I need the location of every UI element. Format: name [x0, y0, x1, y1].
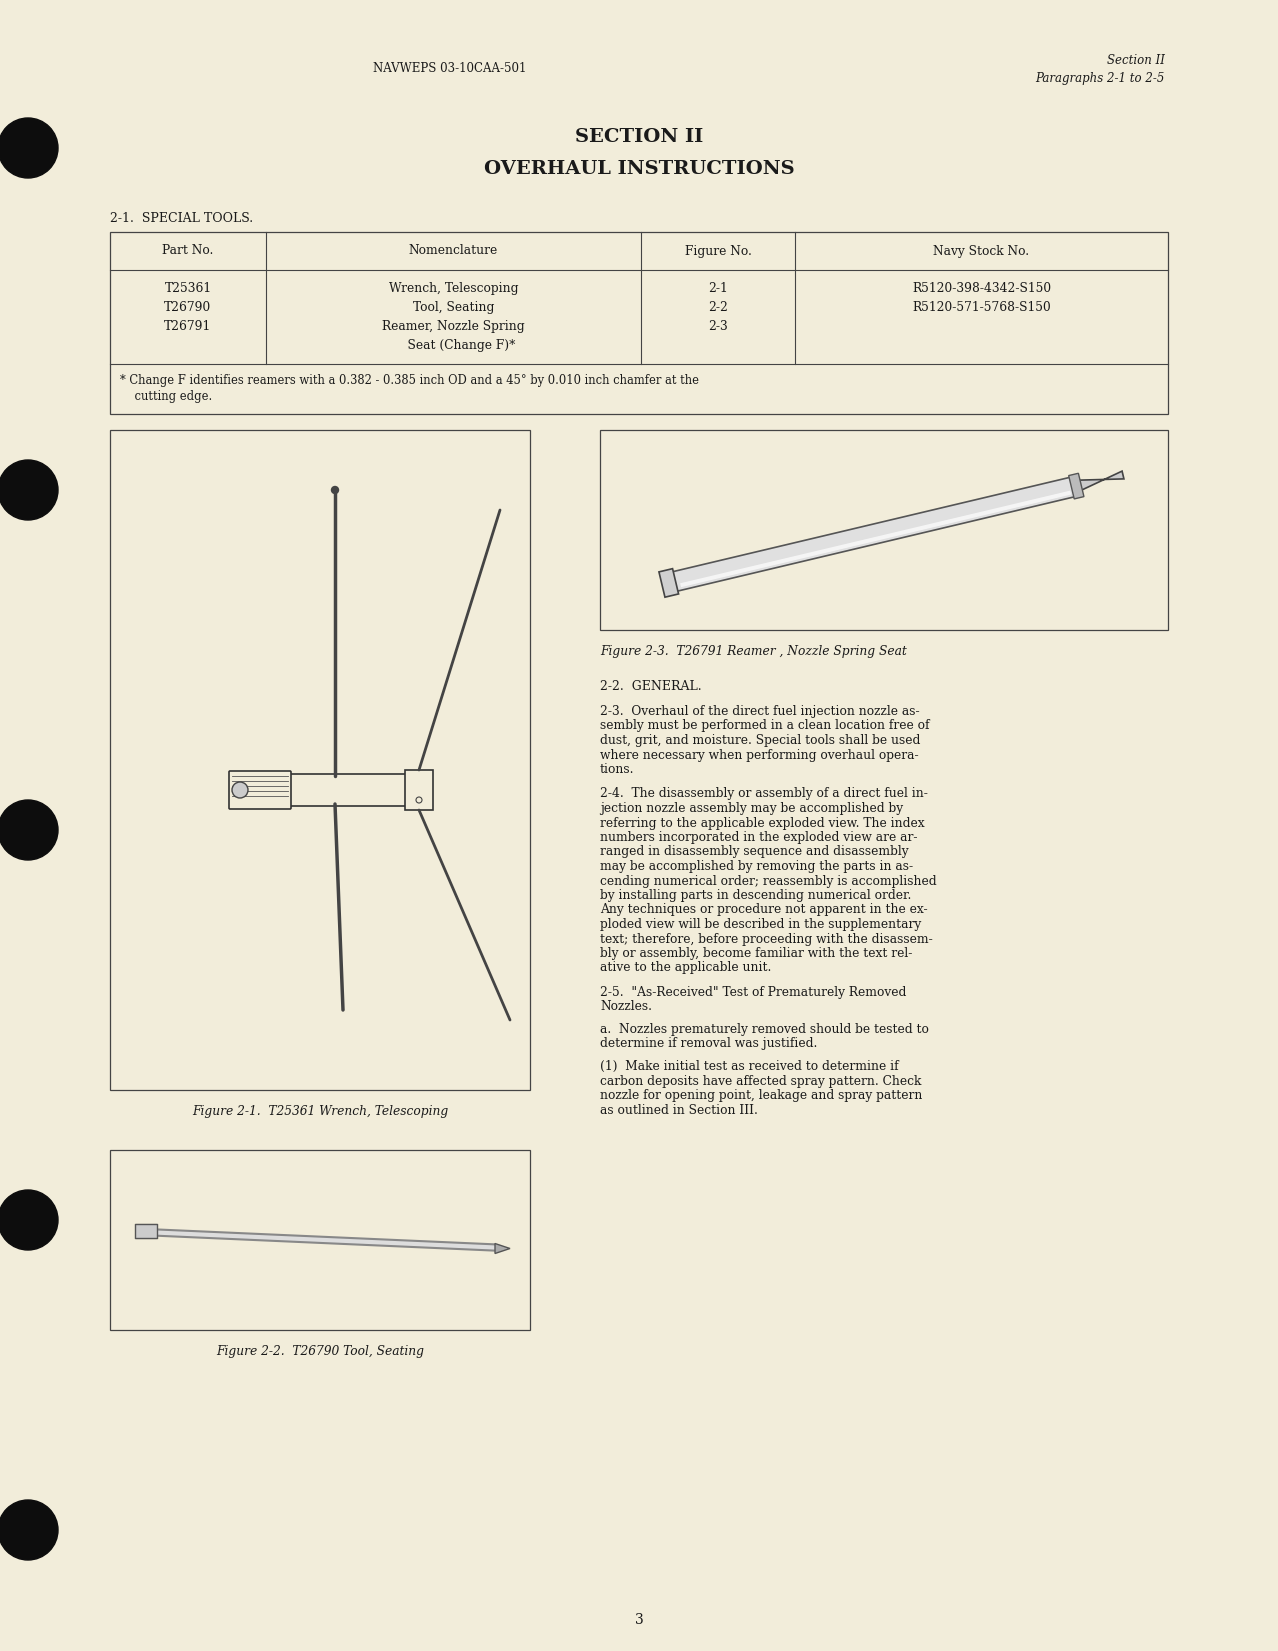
Text: * Change F identifies reamers with a 0.382 - 0.385 inch OD and a 45° by 0.010 in: * Change F identifies reamers with a 0.3… [120, 375, 699, 386]
Text: ploded view will be described in the supplementary: ploded view will be described in the sup… [599, 918, 921, 931]
Text: text; therefore, before proceeding with the disassem-: text; therefore, before proceeding with … [599, 933, 933, 946]
Text: cutting edge.: cutting edge. [120, 390, 212, 403]
Text: Paragraphs 2-1 to 2-5: Paragraphs 2-1 to 2-5 [1035, 73, 1166, 84]
Text: 3: 3 [635, 1613, 643, 1626]
Text: Nozzles.: Nozzles. [599, 1001, 652, 1014]
Bar [599, 429, 1168, 631]
Text: R5120-398-4342-S150: R5120-398-4342-S150 [912, 282, 1051, 296]
Polygon shape [659, 568, 679, 598]
Text: Tool, Seating: Tool, Seating [413, 300, 495, 314]
Text: Part No.: Part No. [162, 244, 213, 258]
Text: 2-3.  Overhaul of the direct fuel injection nozzle as-: 2-3. Overhaul of the direct fuel injecti… [599, 705, 920, 718]
Circle shape [0, 461, 58, 520]
Bar [110, 1151, 530, 1331]
Circle shape [233, 783, 248, 797]
Text: Figure No.: Figure No. [685, 244, 751, 258]
Text: cending numerical order; reassembly is accomplished: cending numerical order; reassembly is a… [599, 875, 937, 888]
Circle shape [0, 1501, 58, 1560]
Polygon shape [672, 477, 1076, 591]
Bar [110, 233, 1168, 414]
Bar [135, 1225, 157, 1238]
Text: Figure 2-1.  T25361 Wrench, Telescoping: Figure 2-1. T25361 Wrench, Telescoping [192, 1105, 449, 1118]
Text: 2-1.  SPECIAL TOOLS.: 2-1. SPECIAL TOOLS. [110, 211, 253, 225]
Text: jection nozzle assembly may be accomplished by: jection nozzle assembly may be accomplis… [599, 802, 904, 816]
Text: Any techniques or procedure not apparent in the ex-: Any techniques or procedure not apparent… [599, 903, 928, 916]
Text: 2-4.  The disassembly or assembly of a direct fuel in-: 2-4. The disassembly or assembly of a di… [599, 788, 928, 801]
Polygon shape [1068, 474, 1084, 499]
FancyBboxPatch shape [282, 774, 417, 806]
Text: Figure 2-3.  T26791 Reamer , Nozzle Spring Seat: Figure 2-3. T26791 Reamer , Nozzle Sprin… [599, 646, 907, 659]
Text: may be accomplished by removing the parts in as-: may be accomplished by removing the part… [599, 860, 912, 873]
Text: sembly must be performed in a clean location free of: sembly must be performed in a clean loca… [599, 720, 929, 733]
Text: Reamer, Nozzle Spring: Reamer, Nozzle Spring [382, 320, 525, 334]
FancyBboxPatch shape [229, 771, 291, 809]
Circle shape [0, 1190, 58, 1250]
Polygon shape [495, 1243, 510, 1253]
Text: where necessary when performing overhaul opera-: where necessary when performing overhaul… [599, 748, 919, 761]
Polygon shape [680, 490, 1071, 588]
Text: as outlined in Section III.: as outlined in Section III. [599, 1103, 758, 1116]
Text: Nomenclature: Nomenclature [409, 244, 498, 258]
Text: 2-5.  "As-Received" Test of Prematurely Removed: 2-5. "As-Received" Test of Prematurely R… [599, 986, 906, 999]
Text: 2-3: 2-3 [708, 320, 728, 334]
Circle shape [417, 797, 422, 802]
Bar [110, 429, 530, 1090]
Text: determine if removal was justified.: determine if removal was justified. [599, 1037, 818, 1050]
Text: tions.: tions. [599, 763, 634, 776]
Circle shape [0, 117, 58, 178]
Text: NAVWEPS 03-10CAA-501: NAVWEPS 03-10CAA-501 [373, 63, 527, 74]
Polygon shape [1075, 471, 1123, 492]
Text: R5120-571-5768-S150: R5120-571-5768-S150 [912, 300, 1051, 314]
Text: ranged in disassembly sequence and disassembly: ranged in disassembly sequence and disas… [599, 845, 909, 859]
Text: Figure 2-2.  T26790 Tool, Seating: Figure 2-2. T26790 Tool, Seating [216, 1346, 424, 1359]
Text: referring to the applicable exploded view. The index: referring to the applicable exploded vie… [599, 817, 924, 829]
Text: (1)  Make initial test as received to determine if: (1) Make initial test as received to det… [599, 1060, 898, 1073]
Bar [405, 769, 433, 811]
Text: a.  Nozzles prematurely removed should be tested to: a. Nozzles prematurely removed should be… [599, 1024, 929, 1035]
Text: SECTION II: SECTION II [575, 129, 703, 145]
Text: bly or assembly, become familiar with the text rel-: bly or assembly, become familiar with th… [599, 948, 912, 959]
Text: dust, grit, and moisture. Special tools shall be used: dust, grit, and moisture. Special tools … [599, 735, 920, 746]
Text: nozzle for opening point, leakage and spray pattern: nozzle for opening point, leakage and sp… [599, 1090, 923, 1101]
Text: 2-2: 2-2 [708, 300, 728, 314]
Text: Navy Stock No.: Navy Stock No. [933, 244, 1030, 258]
Text: Seat (Change F)*: Seat (Change F)* [392, 338, 515, 352]
Text: T26791: T26791 [165, 320, 212, 334]
Text: 2-2.  GENERAL.: 2-2. GENERAL. [599, 680, 702, 693]
Text: T25361: T25361 [165, 282, 212, 296]
Text: by installing parts in descending numerical order.: by installing parts in descending numeri… [599, 888, 911, 901]
Text: 2-1: 2-1 [708, 282, 728, 296]
Text: Wrench, Telescoping: Wrench, Telescoping [389, 282, 519, 296]
Circle shape [331, 487, 339, 494]
Text: Section II: Section II [1107, 54, 1166, 68]
Text: numbers incorporated in the exploded view are ar-: numbers incorporated in the exploded vie… [599, 830, 918, 844]
Text: ative to the applicable unit.: ative to the applicable unit. [599, 961, 772, 974]
Text: T26790: T26790 [165, 300, 212, 314]
Text: carbon deposits have affected spray pattern. Check: carbon deposits have affected spray patt… [599, 1075, 921, 1088]
Circle shape [0, 801, 58, 860]
Text: OVERHAUL INSTRUCTIONS: OVERHAUL INSTRUCTIONS [483, 160, 795, 178]
